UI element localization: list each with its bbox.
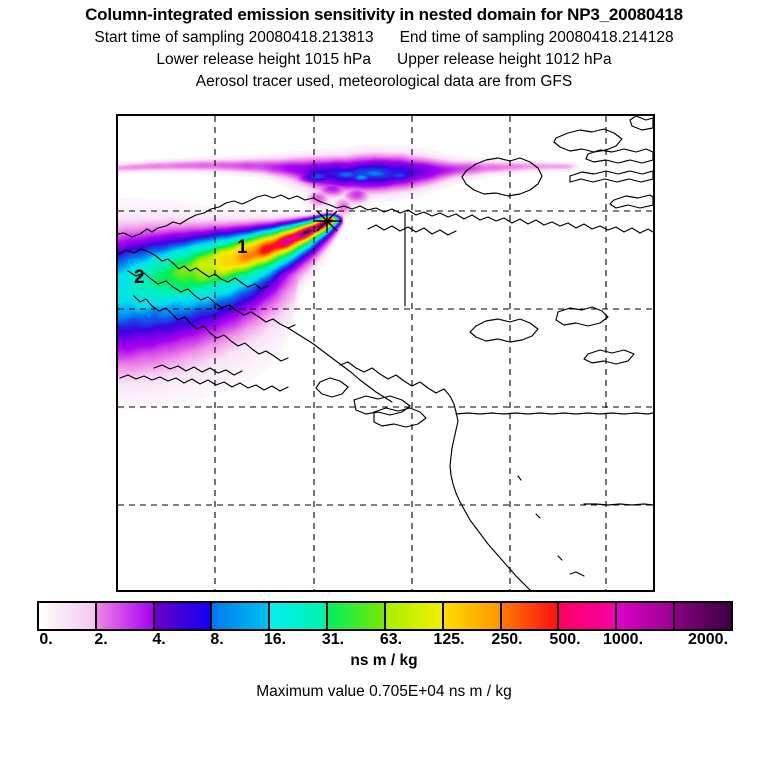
page-title: Column-integrated emission sensitivity i… [85,5,683,24]
end-time-label: End time of sampling 20080418.214128 [399,29,674,46]
maximum-value-label: Maximum value 0.705E+04 ns m / kg [256,683,512,700]
start-time-label: Start time of sampling 20080418.213813 [94,29,374,46]
graticule-gridlines [118,116,653,590]
release-height-line: Lower release height 1015 hPa Upper relea… [0,51,768,69]
colorbar [37,601,733,631]
map-plot-area: 1 2 [118,116,653,590]
colorbar-tick-6: 63. [379,631,403,648]
colorbar-tick-3: 8. [210,631,224,648]
map-plot-frame: 1 2 [116,114,655,592]
colorbar-segment-1 [96,603,155,629]
colorbar-segment-4 [270,603,329,629]
colorbar-tick-0: 0. [39,631,53,648]
sampling-time-line: Start time of sampling 20080418.213813 En… [0,29,768,47]
tracer-meteorology-line: Aerosol tracer used, meteorological data… [195,73,573,90]
colorbar-tick-9: 500. [549,631,581,648]
emission-sensitivity-field [118,116,653,590]
colorbar-tick-10: 1000. [602,631,644,648]
colorbar-tick-7: 125. [433,631,465,648]
colorbar-segment-11 [675,603,731,629]
colorbar-unit-label: ns m / kg [350,652,418,669]
colorbar-tick-2: 4. [152,631,166,648]
colorbar-segment-7 [443,603,502,629]
coastline-outlines [118,116,653,590]
upper-release-height-label: Upper release height 1012 hPa [397,51,612,68]
colorbar-tick-8: 250. [491,631,523,648]
colorbar-segment-10 [617,603,676,629]
release-site-asterisk [313,209,341,233]
colorbar-segment-3 [212,603,271,629]
header-block: Column-integrated emission sensitivity i… [0,0,768,91]
colorbar-segment-2 [154,603,213,629]
colorbar-segment-8 [501,603,560,629]
lower-release-height-label: Lower release height 1015 hPa [156,51,371,68]
colorbar-segment-9 [559,603,618,629]
colorbar-segment-6 [385,603,444,629]
colorbar-segment-0 [39,603,97,629]
map-overlay [118,116,653,590]
colorbar-tick-5: 31. [321,631,345,648]
colorbar-tick-4: 16. [263,631,287,648]
colorbar-tick-labels: 0. 2. 4. 8. 16. 31. 63. 125. 250. 500. 1000. 2000. [0,631,768,651]
colorbar-tick-11: 2000. [687,631,729,648]
plume-label-1: 1 [237,237,248,258]
colorbar-tick-1: 2. [94,631,108,648]
plume-label-2: 2 [134,267,145,288]
colorbar-segment-5 [328,603,386,629]
